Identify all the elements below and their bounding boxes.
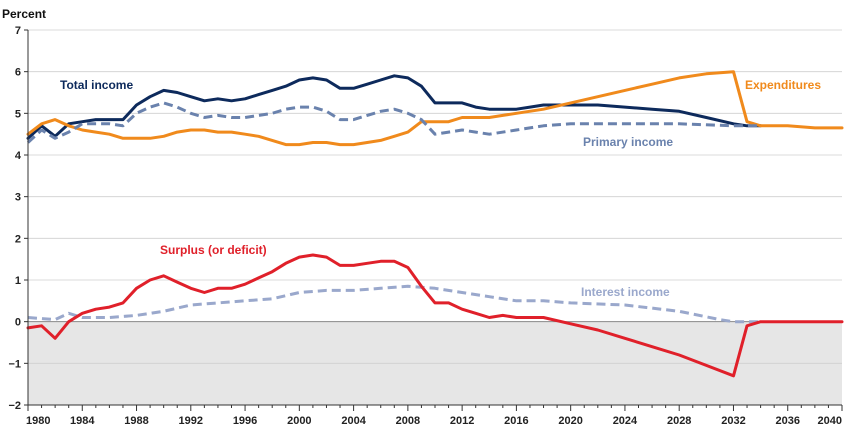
x-tick-label: 2020 bbox=[558, 415, 582, 427]
label-total-income: Total income bbox=[60, 78, 133, 92]
label-interest-income: Interest income bbox=[581, 285, 670, 299]
y-tick-label: 3 bbox=[15, 192, 21, 204]
y-tick-label: 5 bbox=[15, 108, 21, 120]
gridlines bbox=[28, 29, 842, 364]
x-tick-label: 2040 bbox=[818, 415, 842, 427]
label-primary-income: Primary income bbox=[583, 135, 673, 149]
series-line-primary-income bbox=[26, 101, 761, 144]
x-tick-label: 2032 bbox=[721, 415, 745, 427]
x-tick-labels: 1980 1984 1988 1992 1996 2000 2004 2008 2012 2016… bbox=[26, 405, 843, 427]
y-tick-label: −2 bbox=[8, 400, 21, 412]
x-tick-label: 2000 bbox=[287, 415, 311, 427]
x-tick-label: 2008 bbox=[396, 415, 420, 427]
x-tick-label: 2012 bbox=[450, 415, 474, 427]
x-tick-label: 1984 bbox=[70, 415, 95, 427]
y-tick-label: 2 bbox=[15, 233, 21, 245]
series-line-interest-income bbox=[27, 284, 761, 324]
label-surplus: Surplus (or deficit) bbox=[160, 243, 267, 257]
y-tick-label: −1 bbox=[8, 358, 21, 370]
x-tick-label: 2024 bbox=[613, 415, 638, 427]
series-line-expenditures bbox=[26, 70, 844, 147]
y-tick-label: 1 bbox=[15, 275, 21, 287]
x-tick-label: 1996 bbox=[233, 415, 257, 427]
y-tick-label: 6 bbox=[15, 67, 21, 79]
series-line-surplus-or-deficit bbox=[26, 253, 844, 378]
series-lines bbox=[26, 70, 844, 378]
series-line-total-income bbox=[26, 74, 763, 140]
x-tick-label: 1992 bbox=[179, 415, 203, 427]
x-tick-label: 2028 bbox=[667, 415, 691, 427]
y-tick-label: 4 bbox=[15, 150, 22, 162]
y-tick-labels: −2 −1 0 1 2 3 4 5 6 7 bbox=[8, 25, 28, 412]
x-tick-label: 2016 bbox=[504, 415, 528, 427]
y-axis-title: Percent bbox=[2, 7, 46, 21]
y-tick-label: 0 bbox=[15, 317, 21, 329]
x-tick-label: 1988 bbox=[124, 415, 148, 427]
y-tick-label: 7 bbox=[15, 25, 21, 37]
x-tick-label: 2004 bbox=[341, 415, 366, 427]
label-expenditures: Expenditures bbox=[745, 78, 821, 92]
x-tick-label: 1980 bbox=[26, 415, 50, 427]
x-tick-label: 2036 bbox=[775, 415, 799, 427]
